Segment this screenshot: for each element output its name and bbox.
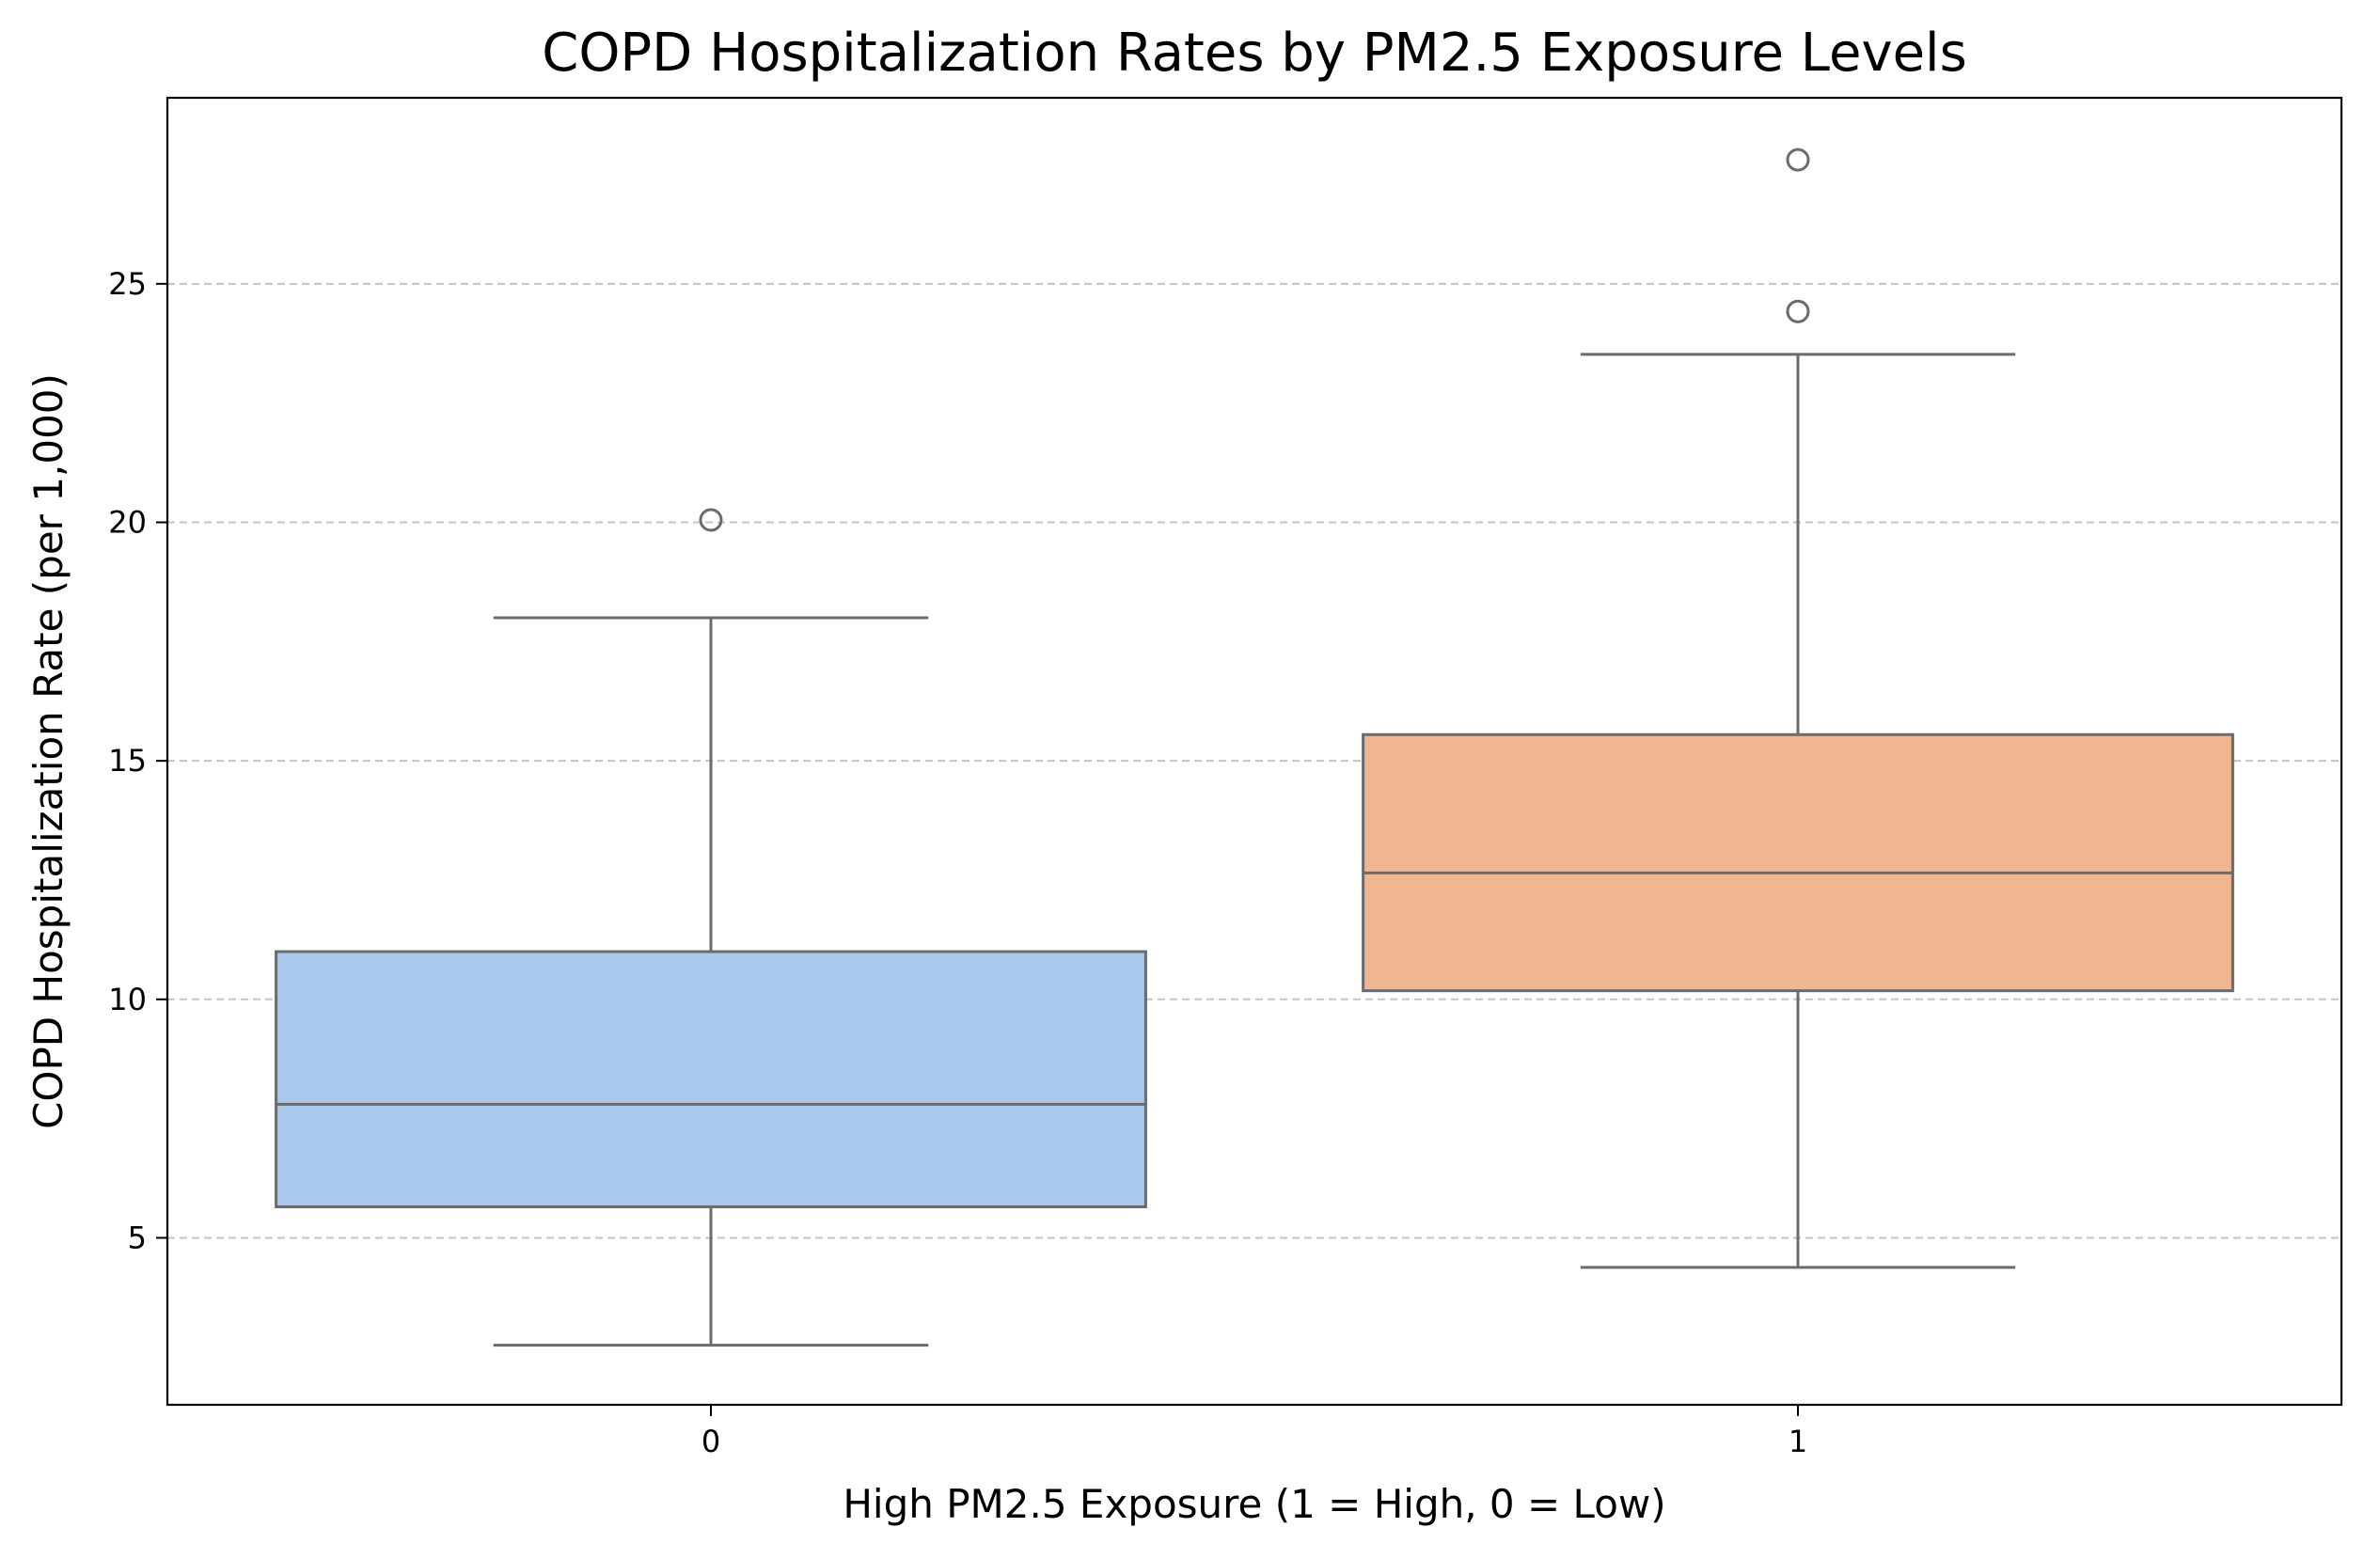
y-tick-label: 5 [128,1220,147,1255]
y-tick-label: 15 [108,743,147,779]
boxes-layer [275,148,2234,1347]
y-tick-label: 20 [108,504,147,540]
y-tick-label: 25 [108,266,147,302]
plot-area-frame [165,96,2343,1407]
box-group-0 [275,508,1147,1347]
box-group-1 [1362,148,2234,1269]
iqr-box [1362,732,2234,993]
outlier-point [699,508,723,532]
ticks-layer: 5 10 15 20 25 0 1 [108,266,1807,1459]
x-tick-label: 0 [701,1424,720,1459]
outlier-point [1786,299,1810,323]
chart-title: COPD Hospitalization Rates by PM2.5 Expo… [542,23,1967,84]
y-axis-label: COPD Hospitalization Rate (per 1,000) [25,373,71,1129]
x-tick-label: 1 [1789,1424,1807,1459]
iqr-box [275,950,1147,1208]
y-tick-label: 10 [108,982,147,1017]
x-axis-label: High PM2.5 Exposure (1 = High, 0 = Low) [843,1481,1665,1527]
outlier-point [1786,148,1810,172]
